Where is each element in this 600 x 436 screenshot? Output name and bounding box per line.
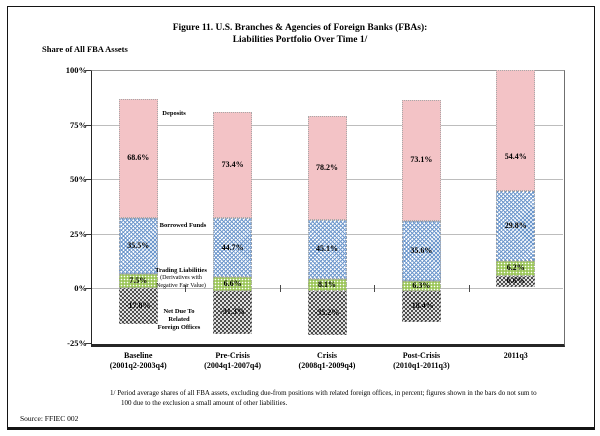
value-label-post-crisis-trading-liabilities: 6.3% bbox=[412, 280, 431, 290]
x-label-baseline-period: (2001q2-2003q4) bbox=[109, 361, 167, 370]
bar-crisis-segment-borrowed-funds bbox=[307, 219, 347, 279]
value-label-crisis-net-due-to-related-foreign-offices: -35.2% bbox=[314, 307, 340, 317]
value-label-baseline-trading-liabilities: 7.5% bbox=[129, 276, 148, 286]
series-label-net-due: Net Due To Related Foreign Offices bbox=[158, 308, 201, 332]
value-label-pre-crisis-trading-liabilities: 6.6% bbox=[223, 279, 242, 289]
value-label-pre-crisis-deposits: 73.4% bbox=[221, 159, 244, 169]
y-tick-100 bbox=[86, 70, 91, 71]
x-label-crisis-name: Crisis bbox=[316, 351, 337, 360]
chart-title-line1: Figure 11. U.S. Branches & Agencies of F… bbox=[172, 23, 428, 33]
y-tick-label-0: 0% bbox=[74, 283, 87, 294]
category-tick-1 bbox=[185, 285, 187, 293]
x-label-post-crisis: Post-Crisis (2010q1-2011q3) bbox=[393, 351, 449, 371]
value-label-baseline-borrowed-funds: 35.5% bbox=[127, 241, 150, 251]
chart-title-line2: Liabilities Portfolio Over Time 1/ bbox=[232, 34, 368, 45]
bar-post-crisis-segment-deposits bbox=[401, 99, 441, 221]
series-label-net-due-line: Net Due To bbox=[163, 308, 195, 315]
bar-pre-crisis-segment-net-due-to-related-foreign-offices bbox=[213, 290, 253, 335]
bar-baseline-segment-deposits bbox=[118, 98, 158, 218]
x-label-post-crisis-name: Post-Crisis bbox=[402, 351, 441, 360]
x-label-post-crisis-period: (2010q1-2011q3) bbox=[393, 361, 450, 370]
value-label-post-crisis-borrowed-funds: 35.6% bbox=[410, 245, 433, 255]
y-tick-label-75: 75% bbox=[70, 119, 87, 130]
series-label-deposits: Deposits bbox=[162, 110, 185, 118]
value-label-baseline-deposits: 68.6% bbox=[127, 153, 150, 163]
value-label-2011q3-net-due-to-related-foreign-offices: 6.6% bbox=[506, 276, 525, 286]
footnote-line2: 100 due to the exclusion a small amount … bbox=[121, 399, 288, 407]
series-label-trading-liabilities-line: Trading Liabilities bbox=[155, 267, 207, 274]
category-tick-4 bbox=[468, 285, 470, 293]
value-label-pre-crisis-net-due-to-related-foreign-offices: -31.3% bbox=[220, 307, 245, 317]
figure-frame bbox=[7, 6, 595, 430]
value-label-crisis-deposits: 78.2% bbox=[316, 162, 338, 172]
footnote-line1: 1/ Period average shares of all FBA asse… bbox=[110, 389, 537, 397]
value-label-crisis-borrowed-funds: 45.1% bbox=[316, 244, 338, 254]
source-note: Source: FFIEC 002 bbox=[20, 414, 79, 423]
value-label-2011q3-borrowed-funds: 29.8% bbox=[504, 220, 527, 230]
category-tick-2 bbox=[279, 285, 281, 293]
y-tick-50 bbox=[86, 179, 91, 181]
y-tick-label-25: 25% bbox=[70, 228, 87, 239]
y-tick-75 bbox=[86, 124, 91, 126]
value-label-2011q3-trading-liabilities: 6.2% bbox=[506, 263, 525, 273]
y-tick--25 bbox=[86, 343, 91, 344]
x-label-crisis: Crisis (2008q1-2009q4) bbox=[299, 351, 356, 371]
value-label-pre-crisis-borrowed-funds: 44.7% bbox=[221, 242, 244, 252]
value-label-post-crisis-net-due-to-related-foreign-offices: -18.4% bbox=[409, 301, 434, 311]
y-tick-0 bbox=[86, 288, 91, 290]
x-label-crisis-period: (2008q1-2009q4) bbox=[298, 361, 356, 370]
x-label-pre-crisis: Pre-Crisis (2004q1-2007q4) bbox=[204, 351, 261, 371]
footnote: 1/ Period average shares of all FBA asse… bbox=[110, 388, 537, 408]
series-label-borrowed-funds-line: Borrowed Funds bbox=[159, 222, 207, 229]
value-label-baseline-net-due-to-related-foreign-offices: -17.8% bbox=[125, 301, 151, 311]
bar-crisis-segment-net-due-to-related-foreign-offices bbox=[307, 290, 347, 336]
bar-baseline-segment-net-due-to-related-foreign-offices bbox=[118, 288, 158, 325]
bar-crisis-segment-deposits bbox=[307, 115, 347, 220]
chart-title: Figure 11. U.S. Branches & Agencies of F… bbox=[0, 23, 600, 46]
value-label-2011q3-deposits: 54.4% bbox=[504, 152, 527, 162]
bar-post-crisis-segment-net-due-to-related-foreign-offices bbox=[401, 290, 441, 323]
y-tick-label-100: 100% bbox=[65, 65, 87, 75]
series-label-trading-liabilities: Trading Liabilities (Derivatives with Nega… bbox=[155, 267, 207, 290]
bar-baseline-segment-borrowed-funds bbox=[118, 217, 158, 275]
series-label-trading-liabilities-line: (Derivatives with bbox=[160, 275, 202, 281]
x-label-2011q3-name: 2011q3 bbox=[503, 351, 528, 360]
value-label-post-crisis-deposits: 73.1% bbox=[410, 155, 433, 165]
x-label-2011q3: 2011q3 bbox=[504, 351, 528, 361]
x-label-pre-crisis-name: Pre-Crisis bbox=[215, 351, 250, 360]
series-label-deposits-line: Deposits bbox=[162, 110, 186, 117]
bar-post-crisis-segment-borrowed-funds bbox=[401, 220, 441, 281]
category-tick-3 bbox=[374, 285, 376, 293]
bar-pre-crisis-segment-borrowed-funds bbox=[213, 217, 253, 278]
bar-pre-crisis-segment-deposits bbox=[213, 111, 253, 218]
x-label-baseline-name: Baseline bbox=[123, 351, 153, 360]
series-label-net-due-line: Related bbox=[168, 316, 190, 323]
bar-pre-crisis-segment-trading-liabilities bbox=[213, 277, 253, 291]
series-label-net-due-line: Foreign Offices bbox=[157, 324, 201, 331]
y-tick-label-50: 50% bbox=[70, 174, 87, 185]
bar-2011q3-segment-borrowed-funds bbox=[496, 191, 536, 261]
bar-post-crisis-segment-trading-liabilities bbox=[401, 280, 441, 291]
series-label-trading-liabilities-line: Negative Fair Value) bbox=[156, 282, 206, 289]
bar-2011q3-segment-net-due-to-related-foreign-offices bbox=[496, 275, 536, 288]
bar-2011q3-segment-deposits bbox=[496, 70, 536, 192]
y-axis-title: Share of All FBA Assets bbox=[42, 44, 128, 54]
value-label-crisis-trading-liabilities: 8.1% bbox=[318, 279, 336, 289]
series-label-borrowed-funds: Borrowed Funds bbox=[160, 222, 207, 230]
y-tick-25 bbox=[86, 233, 91, 235]
bar-crisis-segment-trading-liabilities bbox=[307, 278, 347, 291]
bar-2011q3-segment-trading-liabilities bbox=[496, 260, 536, 276]
x-label-baseline: Baseline (2001q2-2003q4) bbox=[110, 351, 167, 371]
x-label-pre-crisis-period: (2004q1-2007q4) bbox=[204, 361, 262, 370]
bar-baseline-segment-trading-liabilities bbox=[118, 274, 158, 289]
y-tick-label--25: -25% bbox=[67, 338, 87, 348]
